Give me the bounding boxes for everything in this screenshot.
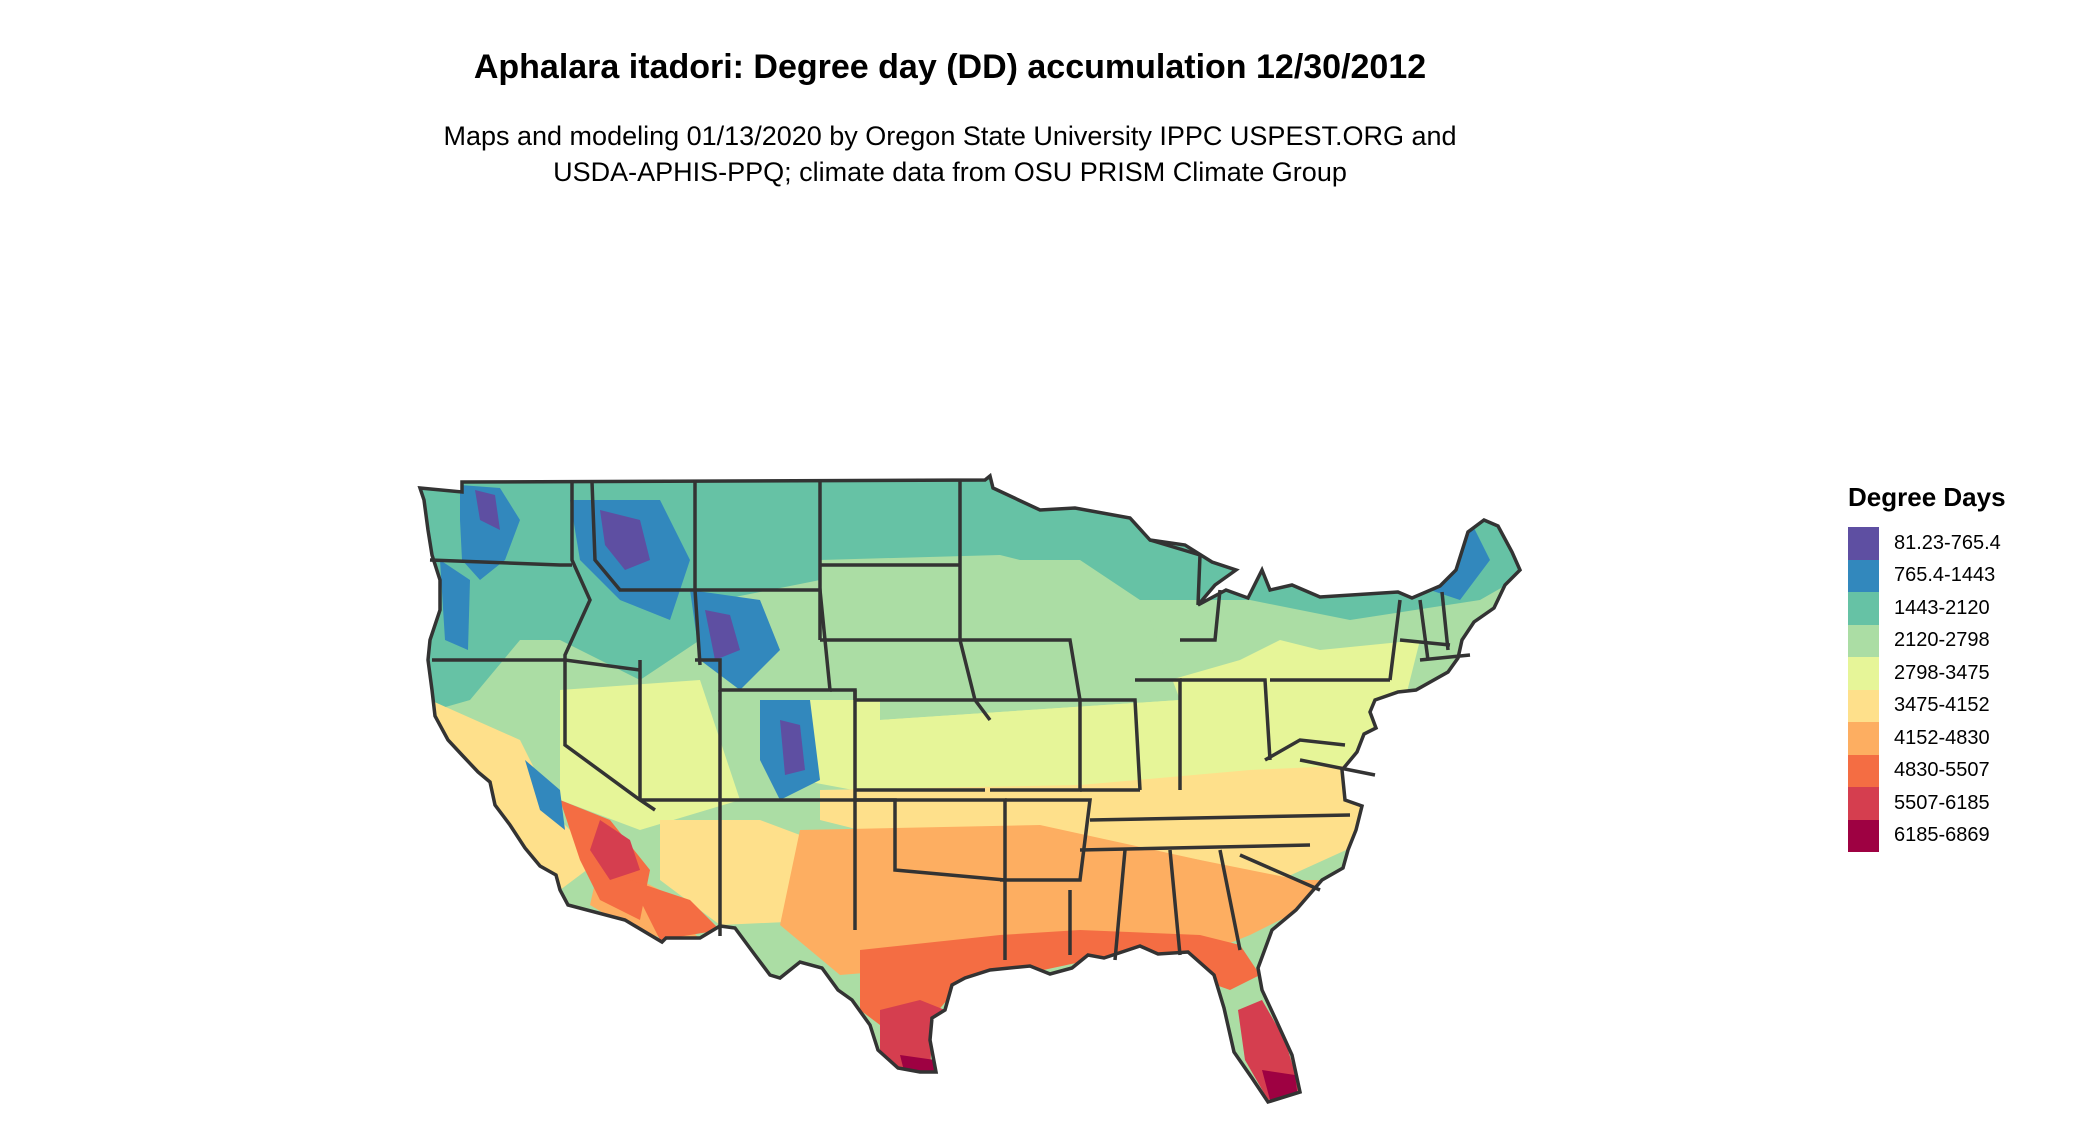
legend-swatch (1848, 689, 1879, 722)
legend-swatch (1848, 657, 1879, 690)
legend-label: 81.23-765.4 (1894, 531, 2001, 554)
legend-swatch (1848, 787, 1879, 820)
legend-item: 81.23-765.4 (1848, 527, 2006, 560)
legend-item: 765.4-1443 (1848, 559, 2006, 592)
legend-label: 3475-4152 (1894, 694, 1990, 717)
legend-item: 1443-2120 (1848, 592, 2006, 625)
legend-swatch (1848, 592, 1879, 625)
subtitle-line-2: USDA-APHIS-PPQ; climate data from OSU PR… (553, 157, 1347, 187)
legend-swatch (1848, 559, 1879, 592)
legend-label: 1443-2120 (1894, 596, 1990, 619)
legend-item: 4152-4830 (1848, 722, 2006, 755)
legend-item: 2798-3475 (1848, 657, 2006, 690)
legend: Degree Days 81.23-765.4 765.4-1443 1443-21… (1848, 482, 2006, 852)
map-subtitle: Maps and modeling 01/13/2020 by Oregon S… (0, 118, 1900, 190)
legend-label: 6185-6869 (1894, 824, 1990, 847)
legend-label: 5507-6185 (1894, 791, 1990, 814)
legend-swatch (1848, 527, 1879, 560)
legend-label: 4152-4830 (1894, 726, 1990, 749)
legend-swatch (1848, 819, 1879, 852)
legend-label: 765.4-1443 (1894, 564, 1996, 587)
legend-label: 4830-5507 (1894, 759, 1990, 782)
legend-swatch (1848, 722, 1879, 755)
map-title: Aphalara itadori: Degree day (DD) accumu… (473, 48, 1427, 86)
legend-swatch (1848, 754, 1879, 787)
legend-swatch (1848, 624, 1879, 657)
legend-item: 3475-4152 (1848, 689, 2006, 722)
legend-item: 4830-5507 (1848, 754, 2006, 787)
legend-item: 5507-6185 (1848, 787, 2006, 820)
legend-label: 2798-3475 (1894, 661, 1990, 684)
subtitle-line-1: Maps and modeling 01/13/2020 by Oregon S… (443, 121, 1457, 151)
legend-title: Degree Days (1848, 482, 2006, 512)
legend-item: 2120-2798 (1848, 624, 2006, 657)
legend-items: 81.23-765.4 765.4-1443 1443-2120 2120-2798 2… (1848, 527, 2006, 852)
legend-label: 2120-2798 (1894, 629, 1990, 652)
legend-item: 6185-6869 (1848, 819, 2006, 852)
